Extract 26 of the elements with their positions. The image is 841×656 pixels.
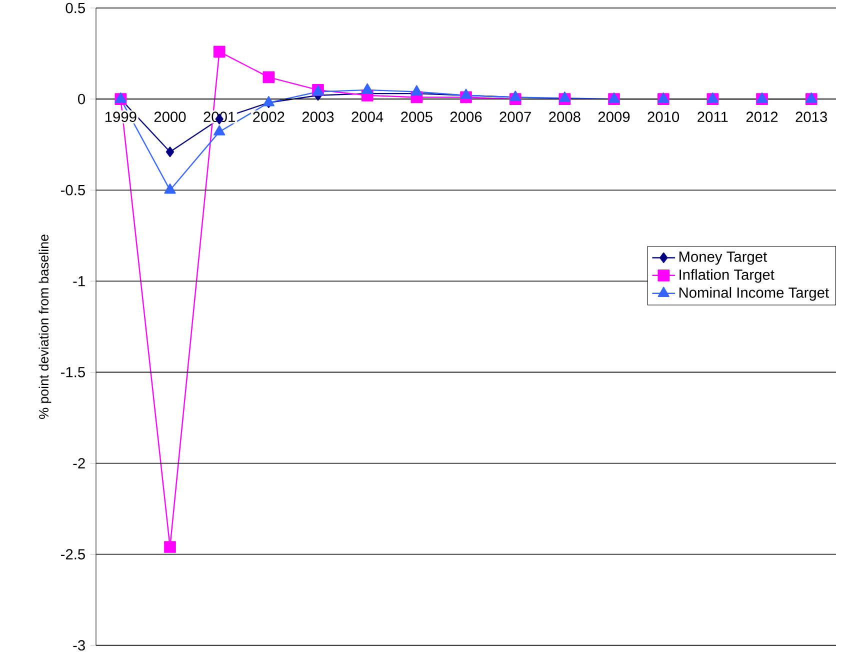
x-tick-label: 2012	[746, 112, 778, 122]
x-tick-label: 2005	[401, 112, 432, 122]
x-tick-label: 2002	[253, 112, 284, 122]
y-tick-label: -2	[73, 458, 85, 468]
x-tick-label: 2008	[549, 112, 580, 122]
y-tick-label: 0.5	[66, 2, 85, 14]
y-tick-label: -1.5	[60, 367, 85, 378]
x-tick-label: 2006	[450, 112, 482, 122]
y-axis-title: % point deviation from baseline	[38, 234, 52, 419]
legend-label: Inflation Target	[680, 269, 774, 283]
x-tick-label: 2009	[598, 112, 630, 122]
x-tick-label: 2013	[796, 112, 828, 122]
x-tick-label: 2003	[302, 112, 334, 122]
x-tick-label: 2000	[154, 112, 186, 122]
y-tick-label: -0.5	[60, 184, 85, 196]
legend-label: Nominal Income Target	[679, 287, 829, 301]
x-tick-label: 2010	[648, 112, 680, 122]
legend-label: Money Target	[679, 252, 768, 265]
x-tick-label: 1999	[105, 112, 136, 122]
x-tick-label: 2011	[698, 112, 728, 122]
x-tick-label: 2004	[352, 112, 384, 122]
x-tick-label: 2007	[500, 112, 531, 122]
y-tick-label: 0	[78, 94, 86, 104]
y-tick-label: -1	[73, 276, 85, 286]
y-tick-label: -2.5	[60, 549, 85, 560]
y-tick-label: -3	[73, 640, 85, 651]
